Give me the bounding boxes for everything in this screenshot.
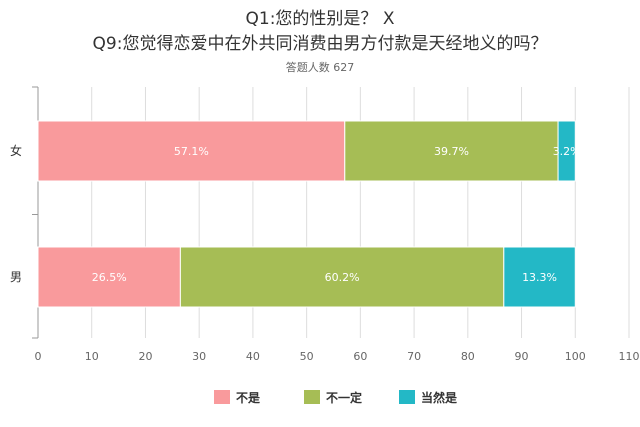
legend-label: 不一定 [326,390,362,405]
bar-segment [344,120,559,182]
data-label: 26.5% [92,271,127,284]
chart-title-line-2: Q9:您觉得恋爱中在外共同消费由男方付款是天经地义的吗？ [93,33,548,54]
legend-swatch [214,390,230,404]
x-tick-label: 20 [138,350,152,363]
category-label: 女 [10,143,22,158]
legend-swatch [304,390,320,404]
x-tick-label: 80 [461,350,475,363]
data-label: 3.2% [553,145,581,158]
x-tick-label: 50 [300,350,314,363]
x-tick-label: 30 [192,350,206,363]
x-tick-label: 60 [353,350,367,363]
bar-segment [557,120,576,182]
category-label: 男 [10,270,22,284]
chart-title-line-1: Q1:您的性别是？ X [246,9,395,29]
data-label: 57.1% [174,145,209,158]
x-tick-label: 0 [35,350,42,363]
x-tick-label: 90 [515,350,529,363]
legend-label: 当然是 [421,390,458,405]
bar-segment [37,246,181,308]
legend-label: 不是 [236,391,261,405]
x-tick-label: 110 [619,350,640,363]
x-tick-label: 40 [246,350,260,363]
bar-segment [37,120,346,182]
legend-swatch [399,390,415,404]
data-label: 60.2% [325,271,360,284]
x-tick-label: 100 [565,350,586,363]
chart-subtitle: 答题人数 627 [286,60,355,74]
x-tick-label: 10 [85,350,99,363]
data-label: 39.7% [434,145,469,158]
x-tick-label: 70 [407,350,421,363]
bar-segment [503,246,576,308]
data-label: 13.3% [522,271,557,284]
bar-segment [179,246,505,308]
